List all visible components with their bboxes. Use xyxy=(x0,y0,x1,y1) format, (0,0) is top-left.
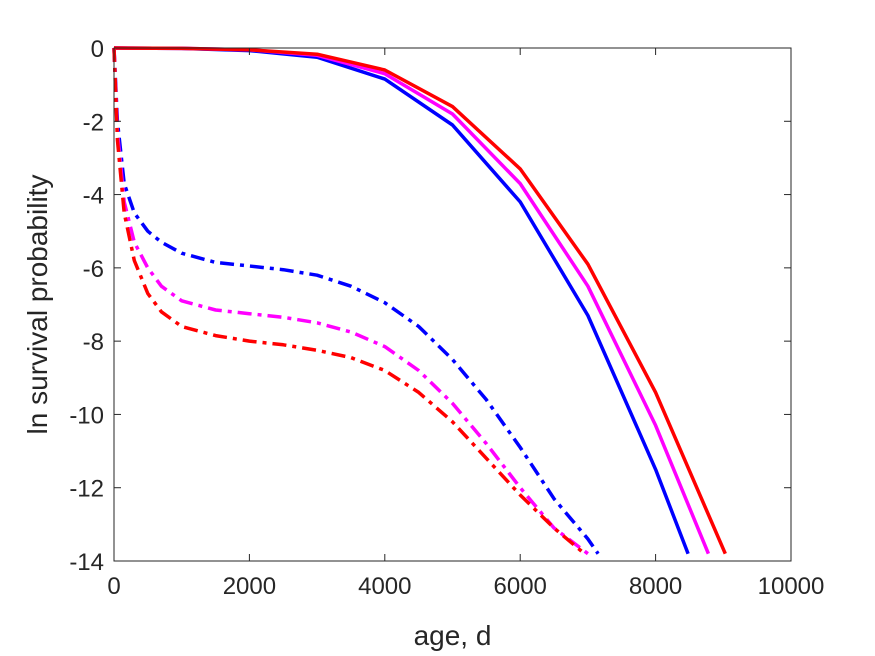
y-tick-label: -8 xyxy=(83,329,104,356)
ticks-layer: 0 2000 4000 6000 8000 10000 0 -2 -4 -6 -8 -10 -12 -14 xyxy=(69,36,824,600)
series-line-solid-2 xyxy=(113,46,727,555)
axes-layer xyxy=(113,47,792,562)
x-tick-label: 8000 xyxy=(629,573,682,600)
x-tick-label: 2000 xyxy=(223,573,276,600)
y-tick-label: -12 xyxy=(69,476,104,503)
y-tick-label: -14 xyxy=(69,549,104,576)
y-tick-label: 0 xyxy=(91,36,104,63)
y-axis-title: ln survival probability xyxy=(22,175,53,435)
y-tick-label: -6 xyxy=(83,256,104,283)
plot-frame xyxy=(113,47,792,562)
series-line-dashdot-4 xyxy=(112,47,589,556)
x-tick-label: 0 xyxy=(107,573,120,600)
plot-background xyxy=(114,48,791,561)
x-axis-title: age, d xyxy=(414,620,492,651)
y-tick-label: -4 xyxy=(83,183,104,210)
x-tick-label: 10000 xyxy=(758,573,825,600)
x-tick-label: 6000 xyxy=(494,573,547,600)
x-tick-label: 4000 xyxy=(358,573,411,600)
series-line-dashdot-3 xyxy=(112,47,600,555)
y-tick-label: -2 xyxy=(83,109,104,136)
y-tick-label: -10 xyxy=(69,402,104,429)
series-layer xyxy=(112,46,727,556)
series-line-dashdot-5 xyxy=(112,47,586,556)
